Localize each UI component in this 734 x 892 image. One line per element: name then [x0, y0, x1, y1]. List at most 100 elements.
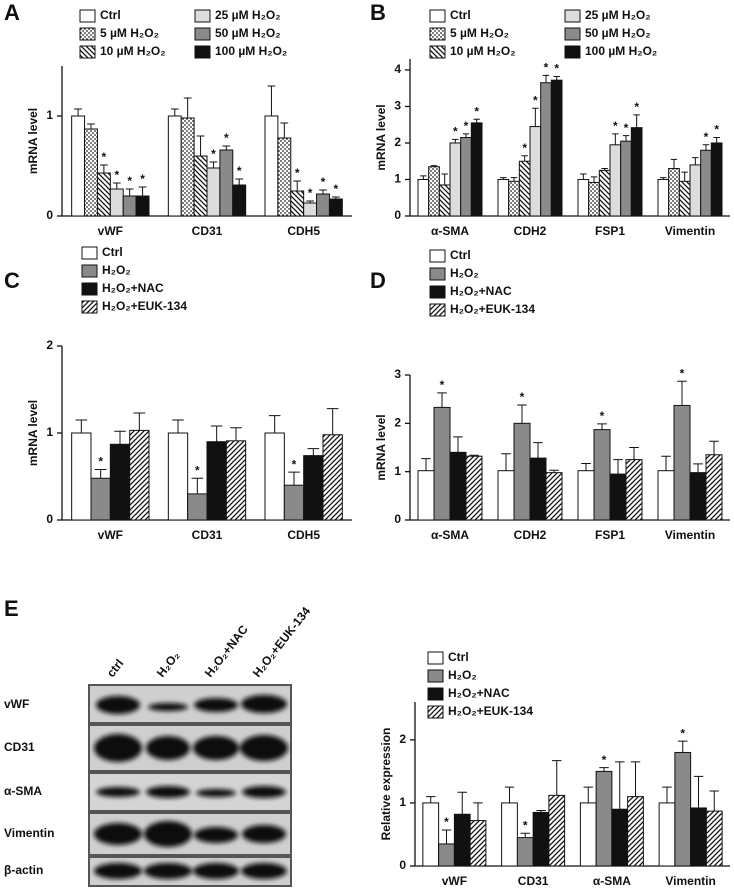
- bar: [187, 493, 208, 521]
- y-axis-label: mRNA level: [26, 400, 40, 466]
- error-bar: [441, 173, 448, 185]
- bar: [627, 796, 644, 867]
- significance-star: *: [464, 119, 469, 133]
- significance-star: *: [295, 166, 300, 180]
- error-bar: [542, 74, 550, 83]
- significance-star: *: [444, 815, 449, 829]
- error-bar: [170, 108, 179, 116]
- bar: [595, 770, 613, 867]
- legend-swatch: [81, 264, 98, 278]
- error-bar: [462, 133, 470, 138]
- bar: [167, 432, 189, 521]
- bar: [550, 79, 563, 217]
- significance-star: *: [533, 93, 538, 107]
- bar: [206, 167, 221, 217]
- bar: [532, 811, 550, 867]
- legend-swatch: [81, 300, 98, 314]
- western-blot: [88, 684, 292, 887]
- row-label: Vimentin: [4, 826, 54, 840]
- bar: [657, 470, 675, 521]
- error-bar: [457, 791, 467, 815]
- legend-swatch: [564, 45, 581, 59]
- bar: [193, 155, 208, 217]
- legend-swatch: [79, 45, 96, 59]
- legend-label: Ctrl: [450, 248, 471, 262]
- legend-swatch: [429, 267, 446, 281]
- x-tick-label: Vimentin: [665, 528, 715, 542]
- bar: [438, 843, 455, 867]
- bar: [449, 142, 462, 217]
- significance-star: *: [520, 390, 525, 404]
- y-tick-label: 1: [399, 795, 406, 809]
- legend-label: H₂O₂+NAC: [448, 686, 510, 700]
- bar: [96, 172, 111, 217]
- error-bar: [630, 761, 641, 797]
- significance-star: *: [523, 818, 528, 832]
- error-bar: [599, 767, 609, 772]
- lane-label: ctrl: [104, 656, 127, 679]
- y-tick-label: 0: [394, 208, 401, 222]
- bar: [625, 459, 643, 521]
- legend-label: H₂O₂: [102, 263, 131, 277]
- bar: [705, 810, 723, 867]
- error-bar: [612, 133, 619, 145]
- error-bar: [536, 809, 546, 813]
- bar: [316, 193, 330, 217]
- significance-star: *: [127, 174, 132, 188]
- y-tick-label: 0: [46, 208, 53, 222]
- error-bar: [421, 458, 431, 471]
- error-bar: [293, 180, 302, 191]
- legend-swatch: [79, 9, 96, 23]
- bar: [417, 178, 430, 217]
- legend-swatch: [427, 651, 444, 665]
- y-tick-label: 0: [394, 512, 401, 526]
- error-bar: [267, 85, 276, 116]
- panel-letter: E: [4, 596, 19, 621]
- bar: [577, 178, 590, 217]
- significance-star: *: [544, 61, 549, 75]
- error-bar: [114, 430, 126, 445]
- error-bar: [504, 786, 515, 803]
- bar: [593, 429, 611, 521]
- bar: [540, 82, 552, 217]
- bar: [690, 807, 707, 867]
- error-bar: [681, 171, 688, 182]
- error-bar: [319, 189, 327, 194]
- x-tick-label: FSP1: [595, 224, 625, 238]
- y-tick-label: 1: [46, 108, 53, 122]
- error-bar: [580, 173, 587, 180]
- legend-swatch: [429, 249, 446, 263]
- error-bar: [500, 177, 507, 180]
- bar: [620, 140, 632, 217]
- legend-swatch: [427, 687, 444, 701]
- bar: [689, 164, 702, 217]
- x-tick-label: FSP1: [595, 528, 625, 542]
- error-bar: [332, 196, 340, 199]
- legend-label: 5 µM H₂O₂: [100, 26, 159, 40]
- bar: [438, 184, 451, 217]
- row-label: CD31: [4, 740, 35, 754]
- legend-label: 25 µM H₂O₂: [215, 8, 281, 22]
- error-bar: [172, 419, 184, 433]
- error-bar: [133, 412, 146, 431]
- y-tick-label: 2: [394, 416, 401, 430]
- error-bar: [87, 123, 95, 129]
- y-tick-label: 3: [394, 367, 401, 381]
- legend-label: 50 µM H₂O₂: [585, 26, 651, 40]
- bar: [470, 122, 483, 217]
- x-tick-label: CDH5: [287, 528, 320, 542]
- bar: [518, 160, 531, 217]
- bar: [264, 115, 279, 217]
- significance-star: *: [195, 463, 200, 477]
- legend-swatch: [429, 303, 446, 317]
- legend-swatch: [429, 9, 446, 23]
- legend-swatch: [81, 246, 98, 260]
- error-bar: [615, 761, 625, 810]
- bar: [232, 184, 247, 217]
- error-bar: [326, 408, 339, 435]
- error-bar: [532, 107, 539, 127]
- bar: [449, 451, 467, 521]
- bar: [513, 422, 531, 521]
- bar: [90, 477, 111, 521]
- bar: [577, 470, 595, 521]
